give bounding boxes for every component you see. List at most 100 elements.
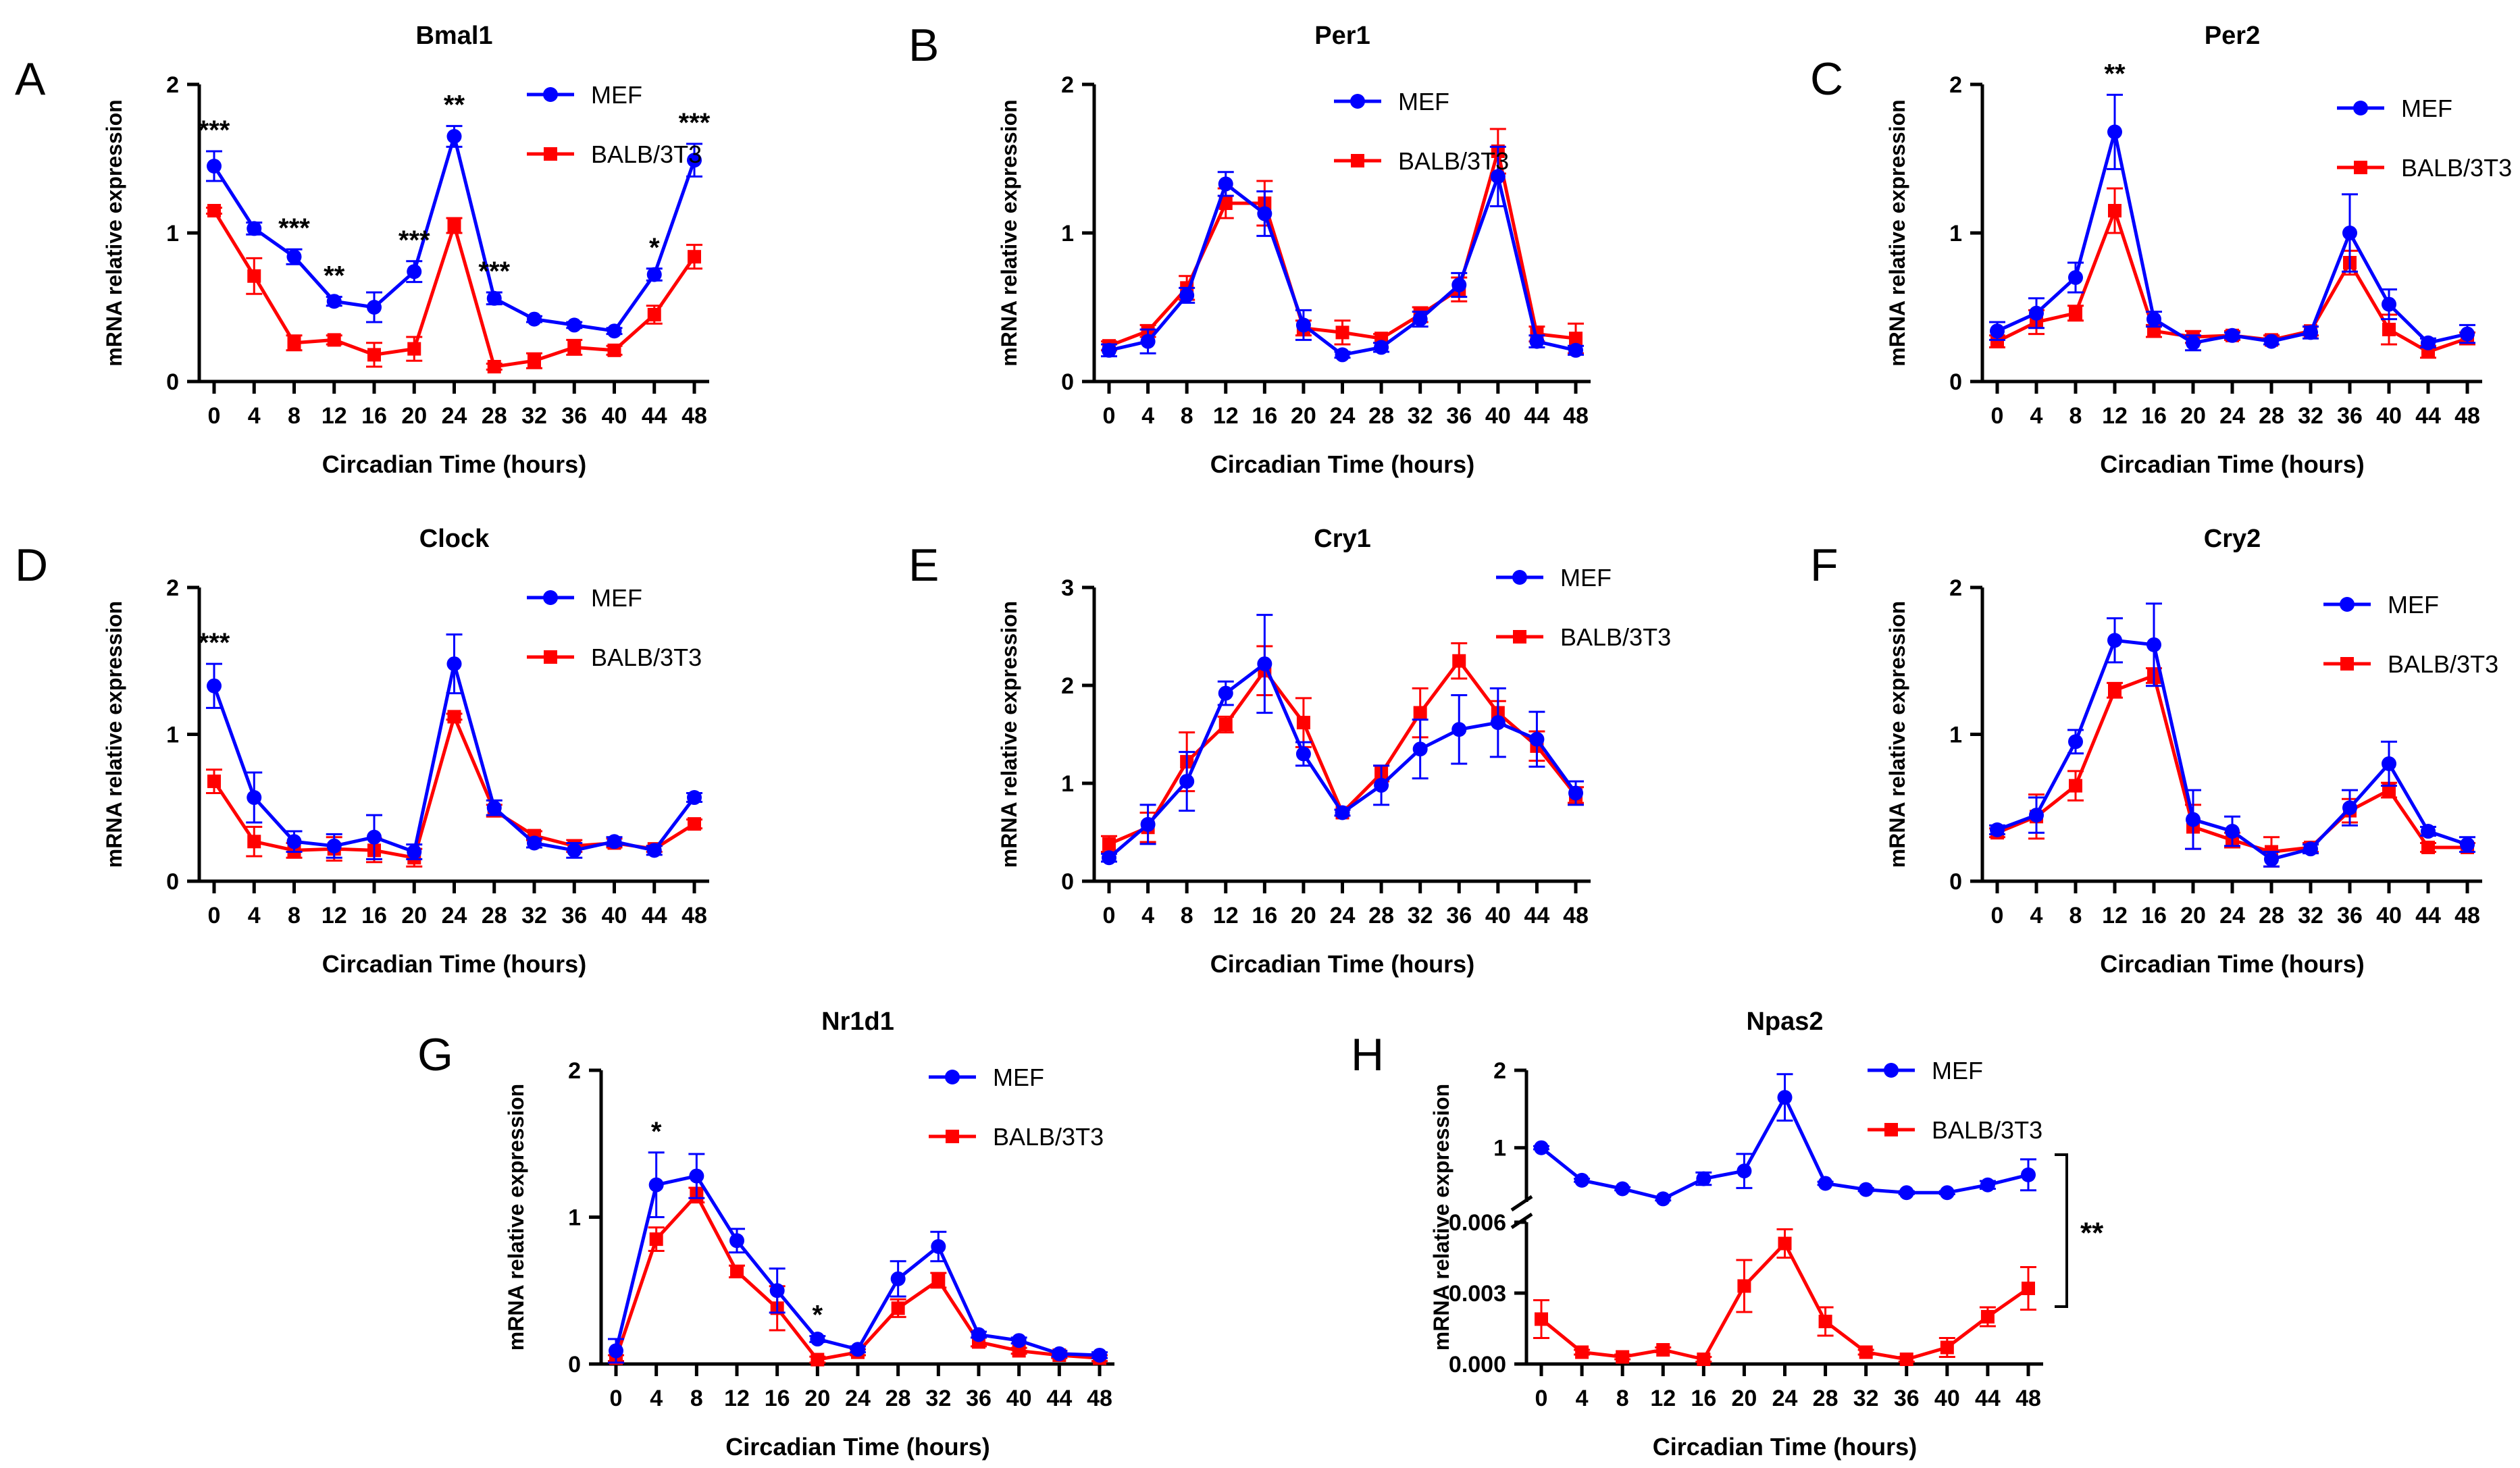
data-point xyxy=(2421,335,2436,350)
data-point xyxy=(247,269,261,283)
significance-label: * xyxy=(649,233,660,263)
data-point xyxy=(207,159,222,174)
y-tick-label: 2 xyxy=(166,72,179,98)
data-point xyxy=(1335,325,1349,340)
panel-letter: D xyxy=(15,540,48,591)
x-tick-label: 28 xyxy=(1368,403,1394,429)
x-tick-label: 32 xyxy=(521,903,547,928)
data-point xyxy=(648,1177,664,1192)
data-point xyxy=(447,710,461,724)
data-point xyxy=(1990,822,2005,837)
data-point xyxy=(2069,779,2082,793)
data-point xyxy=(1656,1343,1670,1357)
data-point xyxy=(890,1271,906,1286)
y-tick-label: 0.003 xyxy=(1449,1281,1506,1307)
legend-marker xyxy=(1884,1063,1899,1078)
x-axis-label: Circadian Time (hours) xyxy=(1653,1433,1917,1461)
data-point xyxy=(1939,1185,1955,1201)
data-point xyxy=(207,775,221,789)
data-point xyxy=(1568,785,1583,801)
series-mef xyxy=(1101,614,1584,866)
legend-marker xyxy=(543,590,558,605)
x-tick-label: 28 xyxy=(482,403,507,429)
significance-bracket xyxy=(2055,1153,2068,1308)
data-point xyxy=(1052,1346,1067,1361)
x-tick-label: 48 xyxy=(682,403,707,429)
data-point xyxy=(730,1264,744,1278)
legend-marker xyxy=(2340,597,2355,612)
data-point xyxy=(609,1343,623,1359)
data-point xyxy=(1859,1345,1873,1359)
legend-label: MEF xyxy=(1398,88,1449,115)
x-tick-label: 12 xyxy=(724,1386,750,1411)
data-point xyxy=(850,1342,865,1357)
y-tick-label: 0 xyxy=(1949,869,1962,895)
panel-letter: B xyxy=(908,20,939,71)
x-tick-label: 20 xyxy=(2180,903,2206,928)
data-point xyxy=(688,817,701,831)
data-point xyxy=(2108,204,2122,217)
data-point xyxy=(1529,731,1545,747)
x-tick-label: 20 xyxy=(401,903,427,928)
significance-label: *** xyxy=(199,628,230,658)
legend-label: MEF xyxy=(1932,1057,1983,1084)
x-tick-label: 12 xyxy=(1650,1386,1676,1411)
x-tick-label: 0 xyxy=(1535,1386,1548,1411)
series-mef xyxy=(1101,145,1584,363)
data-point xyxy=(2021,1167,2036,1182)
data-point xyxy=(1218,176,1233,192)
data-point xyxy=(2146,311,2161,327)
data-point xyxy=(207,678,222,693)
data-point xyxy=(1335,347,1350,363)
data-point xyxy=(687,790,702,806)
x-tick-label: 24 xyxy=(442,403,467,429)
data-point xyxy=(2107,633,2122,648)
y-axis-label: mRNA relative expression xyxy=(997,601,1021,868)
y-tick-label: 1 xyxy=(1061,771,1074,797)
data-point xyxy=(1778,1236,1792,1251)
series-mef xyxy=(608,1151,1108,1364)
x-tick-label: 36 xyxy=(966,1386,992,1411)
x-tick-label: 24 xyxy=(2219,903,2245,928)
significance-label: *** xyxy=(478,257,510,286)
x-tick-label: 12 xyxy=(1213,403,1239,429)
panel-letter: E xyxy=(908,540,939,591)
data-point xyxy=(2186,812,2201,827)
x-tick-label: 16 xyxy=(2141,403,2167,429)
data-point xyxy=(1257,656,1272,672)
data-point xyxy=(2264,851,2279,867)
x-tick-label: 0 xyxy=(208,403,221,429)
x-tick-label: 8 xyxy=(2069,903,2082,928)
data-point xyxy=(1218,718,1233,731)
x-tick-label: 0 xyxy=(1991,403,2004,429)
data-point xyxy=(607,343,621,357)
y-tick-label: 2 xyxy=(1061,72,1074,98)
x-tick-label: 8 xyxy=(1616,1386,1629,1411)
data-point xyxy=(971,1327,986,1342)
legend-label: BALB/3T3 xyxy=(1932,1116,2042,1144)
significance-label: *** xyxy=(199,115,230,145)
x-tick-label: 20 xyxy=(2180,403,2206,429)
data-point xyxy=(207,204,221,217)
data-point xyxy=(2029,808,2044,823)
data-point xyxy=(326,294,342,309)
data-point xyxy=(286,834,302,849)
y-tick-label: 1 xyxy=(568,1205,581,1231)
data-point xyxy=(1140,816,1156,832)
data-point xyxy=(1655,1191,1671,1207)
data-point xyxy=(486,800,502,816)
data-point xyxy=(1295,317,1311,333)
y-axis-label: mRNA relative expression xyxy=(1885,601,1909,868)
series-line xyxy=(1108,149,1576,348)
data-point xyxy=(1990,323,2005,339)
y-axis-label: mRNA relative expression xyxy=(1885,99,1909,366)
data-point xyxy=(1452,654,1466,668)
series-balb xyxy=(1101,128,1584,355)
data-point xyxy=(1218,685,1233,701)
data-point xyxy=(567,317,582,333)
data-point xyxy=(1940,1340,1954,1355)
